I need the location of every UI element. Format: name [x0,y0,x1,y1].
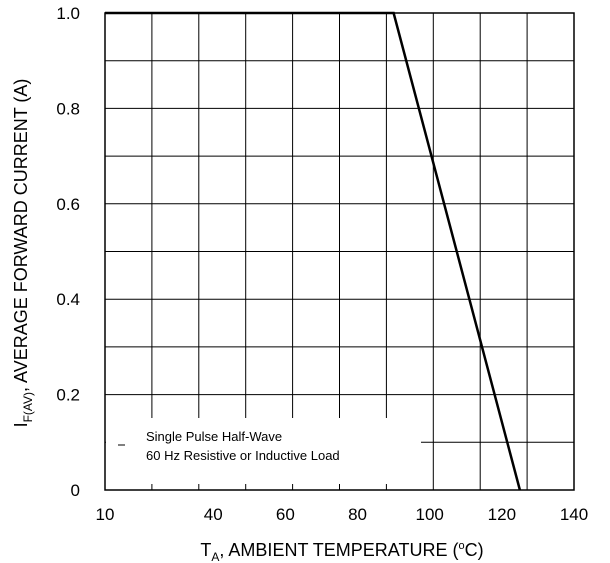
x-tick-label: 80 [348,505,367,524]
tick-labels: 10 40 60 80 100 120 140 0 0.2 0.4 0.6 0.8 1.0 [56,4,588,524]
x-tick-label: 10 [96,505,115,524]
x-tick-label: 60 [276,505,295,524]
y-label-rest: , AVERAGE FORWARD CURRENT (A) [11,79,31,392]
x-tick-label: 100 [416,505,444,524]
y-label-sub: F(AV) [21,392,35,422]
x-tick-label: 40 [204,505,223,524]
x-label-main: T [200,540,211,560]
y-tick-label: 0.2 [56,386,80,405]
legend-background [106,418,421,484]
x-label-rest: , AMBIENT TEMPERATURE ( [219,540,458,560]
x-label-end: C) [465,540,484,560]
x-tick-label: 140 [560,505,588,524]
x-label-sup: o [458,540,464,552]
y-tick-label: 0.4 [56,290,80,309]
x-label-sub: A [211,550,219,563]
y-tick-label: 0.8 [56,99,80,118]
y-tick-label: 0.6 [56,195,80,214]
y-tick-label: 1.0 [56,4,80,23]
x-axis-label: TA, AMBIENT TEMPERATURE (oC) [200,540,483,563]
y-tick-label: 0 [71,481,80,500]
y-label-main: I [11,422,31,427]
annotation-line-2: 60 Hz Resistive or Inductive Load [146,448,340,463]
grid-lines [105,13,574,490]
annotation-line-1: Single Pulse Half-Wave [146,429,282,444]
y-axis-label: IF(AV), AVERAGE FORWARD CURRENT (A) [11,79,35,428]
series-line [105,11,522,491]
x-tick-label: 120 [488,505,516,524]
series-group [105,11,522,491]
